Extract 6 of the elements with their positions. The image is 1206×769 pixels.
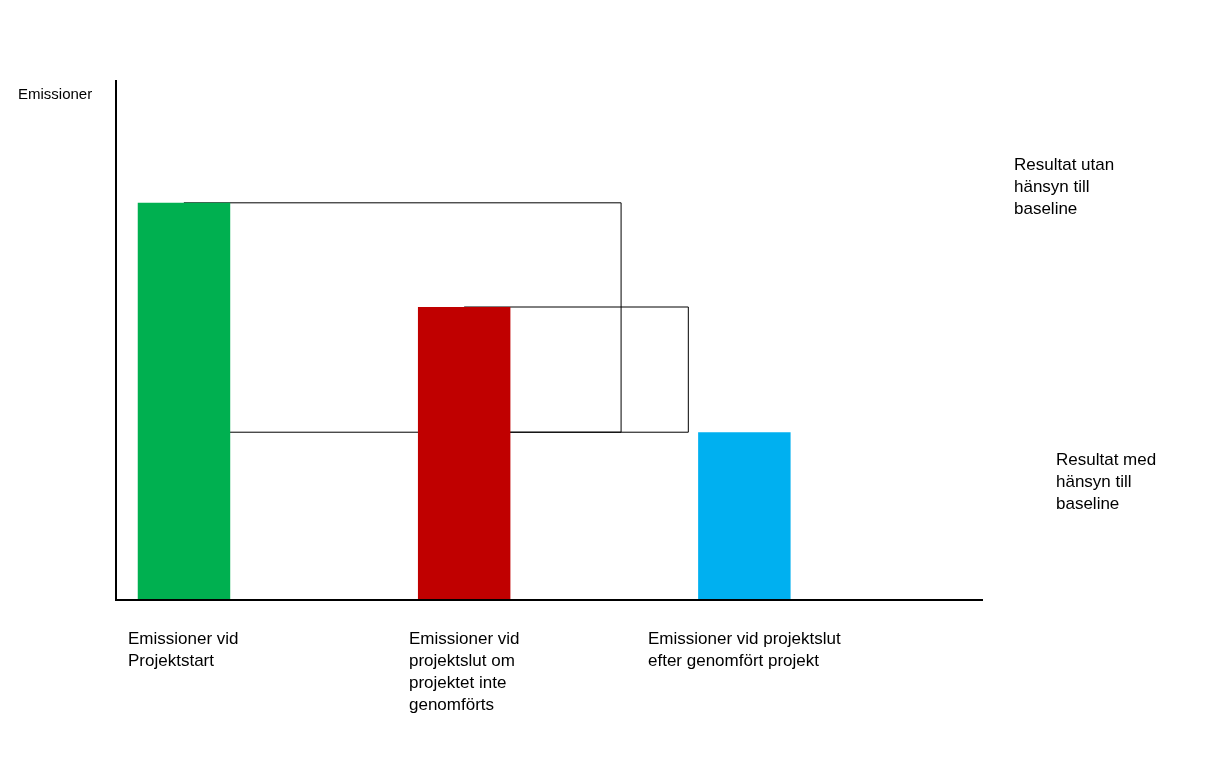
x-tick-label: Emissioner vid projektslut om projektet inte genomförts [409,629,520,715]
x-tick-label: Emissioner vid projektslut efter genomfört projekt [648,629,842,671]
x-tick-label: Emissioner vid Projektstart [128,629,239,671]
text: Resultat utan hänsyn till baseline [1014,155,1115,219]
text: Resultat med hänsyn till baseline [1056,450,1157,514]
text: Emissioner [18,85,93,102]
